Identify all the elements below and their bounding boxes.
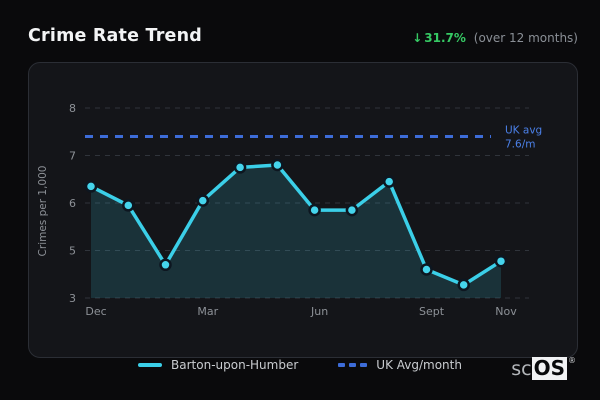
data-point-sep[interactable] (420, 263, 433, 276)
trend-down-arrow-icon: ↓ (412, 31, 423, 45)
y-tick-label: 8 (69, 102, 76, 115)
data-point-may[interactable] (271, 158, 284, 172)
dashed-line-swatch-icon (338, 363, 368, 367)
data-point-feb[interactable] (159, 258, 172, 272)
chart-legend: Barton-upon-Humber UK Avg/month (0, 354, 600, 376)
legend-item-barton[interactable]: Barton-upon-Humber (138, 358, 298, 372)
x-tick-label: Mar (197, 305, 218, 318)
legend-label: UK Avg/month (376, 358, 462, 372)
legend-label: Barton-upon-Humber (171, 358, 299, 372)
y-tick-label: 3 (69, 292, 76, 305)
logo-prefix: sc (511, 358, 532, 380)
data-point-apr[interactable] (233, 161, 247, 174)
trend-percent: 31.7% (424, 31, 466, 45)
y-tick-label: 6 (69, 197, 76, 210)
legend-item-uk-avg[interactable]: UK Avg/month (338, 358, 462, 372)
data-point-jan[interactable] (122, 199, 135, 212)
y-tick-label: 7 (69, 150, 76, 163)
scos-logo: sc OS ® (511, 357, 576, 380)
x-tick-label: Jun (310, 305, 328, 318)
page-title: Crime Rate Trend (28, 26, 202, 46)
uk-avg-annotation-line1: UK avg (505, 125, 542, 137)
trend-indicator: ↓ 31.7% (over 12 months) (412, 31, 578, 45)
registered-mark: ® (568, 356, 576, 365)
data-point-nov[interactable] (494, 254, 508, 268)
data-point-dec[interactable] (84, 180, 98, 193)
uk-avg-annotation-line2: 7.6/m (505, 139, 535, 151)
y-tick-label: 5 (69, 245, 76, 258)
x-tick-label: Dec (85, 305, 106, 318)
data-point-jul[interactable] (345, 203, 359, 217)
trend-caption: (over 12 months) (473, 31, 578, 45)
crime-rate-chart: 8 7 6 5 3 UK avg 7.6/m Dec Mar Jun Sept Nov Crimes p… (37, 102, 542, 318)
data-point-jun[interactable] (308, 203, 321, 217)
data-point-aug[interactable] (382, 175, 396, 188)
series-line (89, 163, 503, 287)
solid-line-swatch-icon (138, 363, 163, 367)
y-axis-title: Crimes per 1,000 (37, 166, 49, 257)
x-tick-label: Sept (419, 305, 445, 318)
data-point-mar[interactable] (196, 194, 210, 207)
x-tick-label: Nov (495, 305, 517, 318)
chart-card: 8 7 6 5 3 UK avg 7.6/m Dec Mar Jun Sept Nov Crimes p… (28, 62, 578, 358)
data-point-oct[interactable] (457, 278, 470, 292)
logo-box: OS (531, 356, 567, 380)
series-area-fill (91, 165, 501, 298)
